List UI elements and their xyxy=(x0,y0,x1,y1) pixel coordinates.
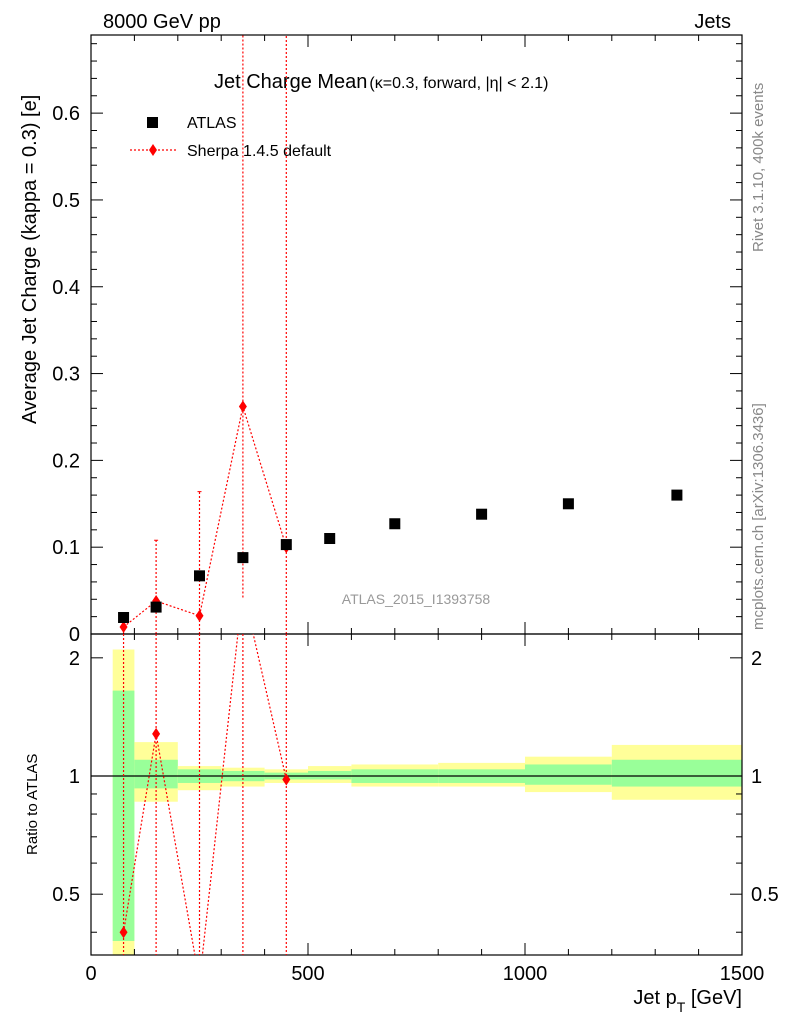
legend-sherpa-label: Sherpa 1.4.5 default xyxy=(187,143,332,160)
legend: ATLAS Sherpa 1.4.5 default xyxy=(130,115,332,160)
x-tick-label: 1000 xyxy=(503,963,548,985)
x-tick-label: 1500 xyxy=(720,963,765,985)
sherpa-series xyxy=(119,35,291,634)
ratio-tick-label-right: 1 xyxy=(751,766,762,788)
ratio-tick-label: 2 xyxy=(69,648,80,670)
ratio-frame xyxy=(90,633,743,956)
mcplots-label: mcplots.cern.ch [arXiv:1306.3436] xyxy=(750,403,767,630)
atlas-point xyxy=(671,489,683,501)
chart-title: Jet Charge Mean (κ=0.3, forward, |η| < 2.… xyxy=(214,71,548,93)
x-tick-label: 500 xyxy=(291,963,324,985)
ratio-tick-label: 1 xyxy=(69,766,80,788)
y-tick-label: 0.6 xyxy=(52,103,80,125)
atlas-point xyxy=(280,539,292,551)
ratio-band-green xyxy=(611,759,742,787)
ratio-band-green xyxy=(525,764,612,785)
legend-atlas-label: ATLAS xyxy=(187,115,237,132)
ratio-tick-label-right: 2 xyxy=(751,648,762,670)
y-axis-label: Average Jet Charge (kappa = 0.3) [e] xyxy=(19,95,41,424)
ratio-band-green xyxy=(308,770,352,780)
rivet-label: Rivet 3.1.10, 400k events xyxy=(750,83,767,252)
main-panel: 0 0.1 0.2 0.3 0.4 0.5 0.6 xyxy=(52,34,743,646)
atlas-point xyxy=(237,552,249,564)
atlas-point xyxy=(118,612,130,624)
y-tick-label: 0.2 xyxy=(52,450,80,472)
y-tick-label: 0.4 xyxy=(52,277,80,299)
x-tick-label: 0 xyxy=(85,963,96,985)
ratio-tick-label-right: 0.5 xyxy=(751,884,779,906)
ratio-point xyxy=(282,773,291,786)
energy-label: 8000 GeV pp xyxy=(103,11,221,33)
sherpa-point xyxy=(195,609,204,622)
ratio-series xyxy=(119,634,291,955)
ratio-panel: 0 500 1000 1500 0.5 0.5 1 1 2 2 xyxy=(52,633,779,985)
atlas-point xyxy=(150,601,162,613)
atlas-point xyxy=(194,570,205,582)
ratio-y-axis-label: Ratio to ATLAS xyxy=(24,754,41,855)
legend-atlas-marker xyxy=(147,117,158,128)
atlas-point xyxy=(389,518,401,530)
ratio-point xyxy=(119,926,128,939)
ratio-point xyxy=(152,727,161,740)
ratio-tick-label: 0.5 xyxy=(52,884,80,906)
sherpa-point xyxy=(238,400,247,413)
y-tick-label: 0 xyxy=(69,624,80,646)
y-tick-label: 0.1 xyxy=(52,537,80,559)
x-axis-label: Jet pT [GeV] xyxy=(633,987,742,1015)
atlas-point xyxy=(562,498,574,510)
atlas-point xyxy=(324,533,336,545)
atlas-point xyxy=(476,508,488,520)
legend-sherpa-marker xyxy=(149,144,157,156)
y-tick-label: 0.3 xyxy=(52,364,80,386)
ratio-line xyxy=(122,634,287,955)
y-tick-label: 0.5 xyxy=(52,190,80,212)
process-label: Jets xyxy=(694,11,731,33)
sherpa-point xyxy=(119,621,128,634)
sherpa-line xyxy=(123,406,287,628)
analysis-label: ATLAS_2015_I1393758 xyxy=(342,591,491,607)
